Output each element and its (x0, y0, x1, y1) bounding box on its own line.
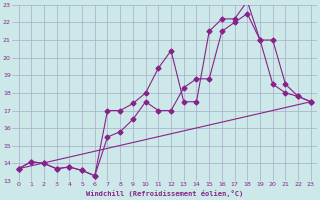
X-axis label: Windchill (Refroidissement éolien,°C): Windchill (Refroidissement éolien,°C) (86, 190, 243, 197)
